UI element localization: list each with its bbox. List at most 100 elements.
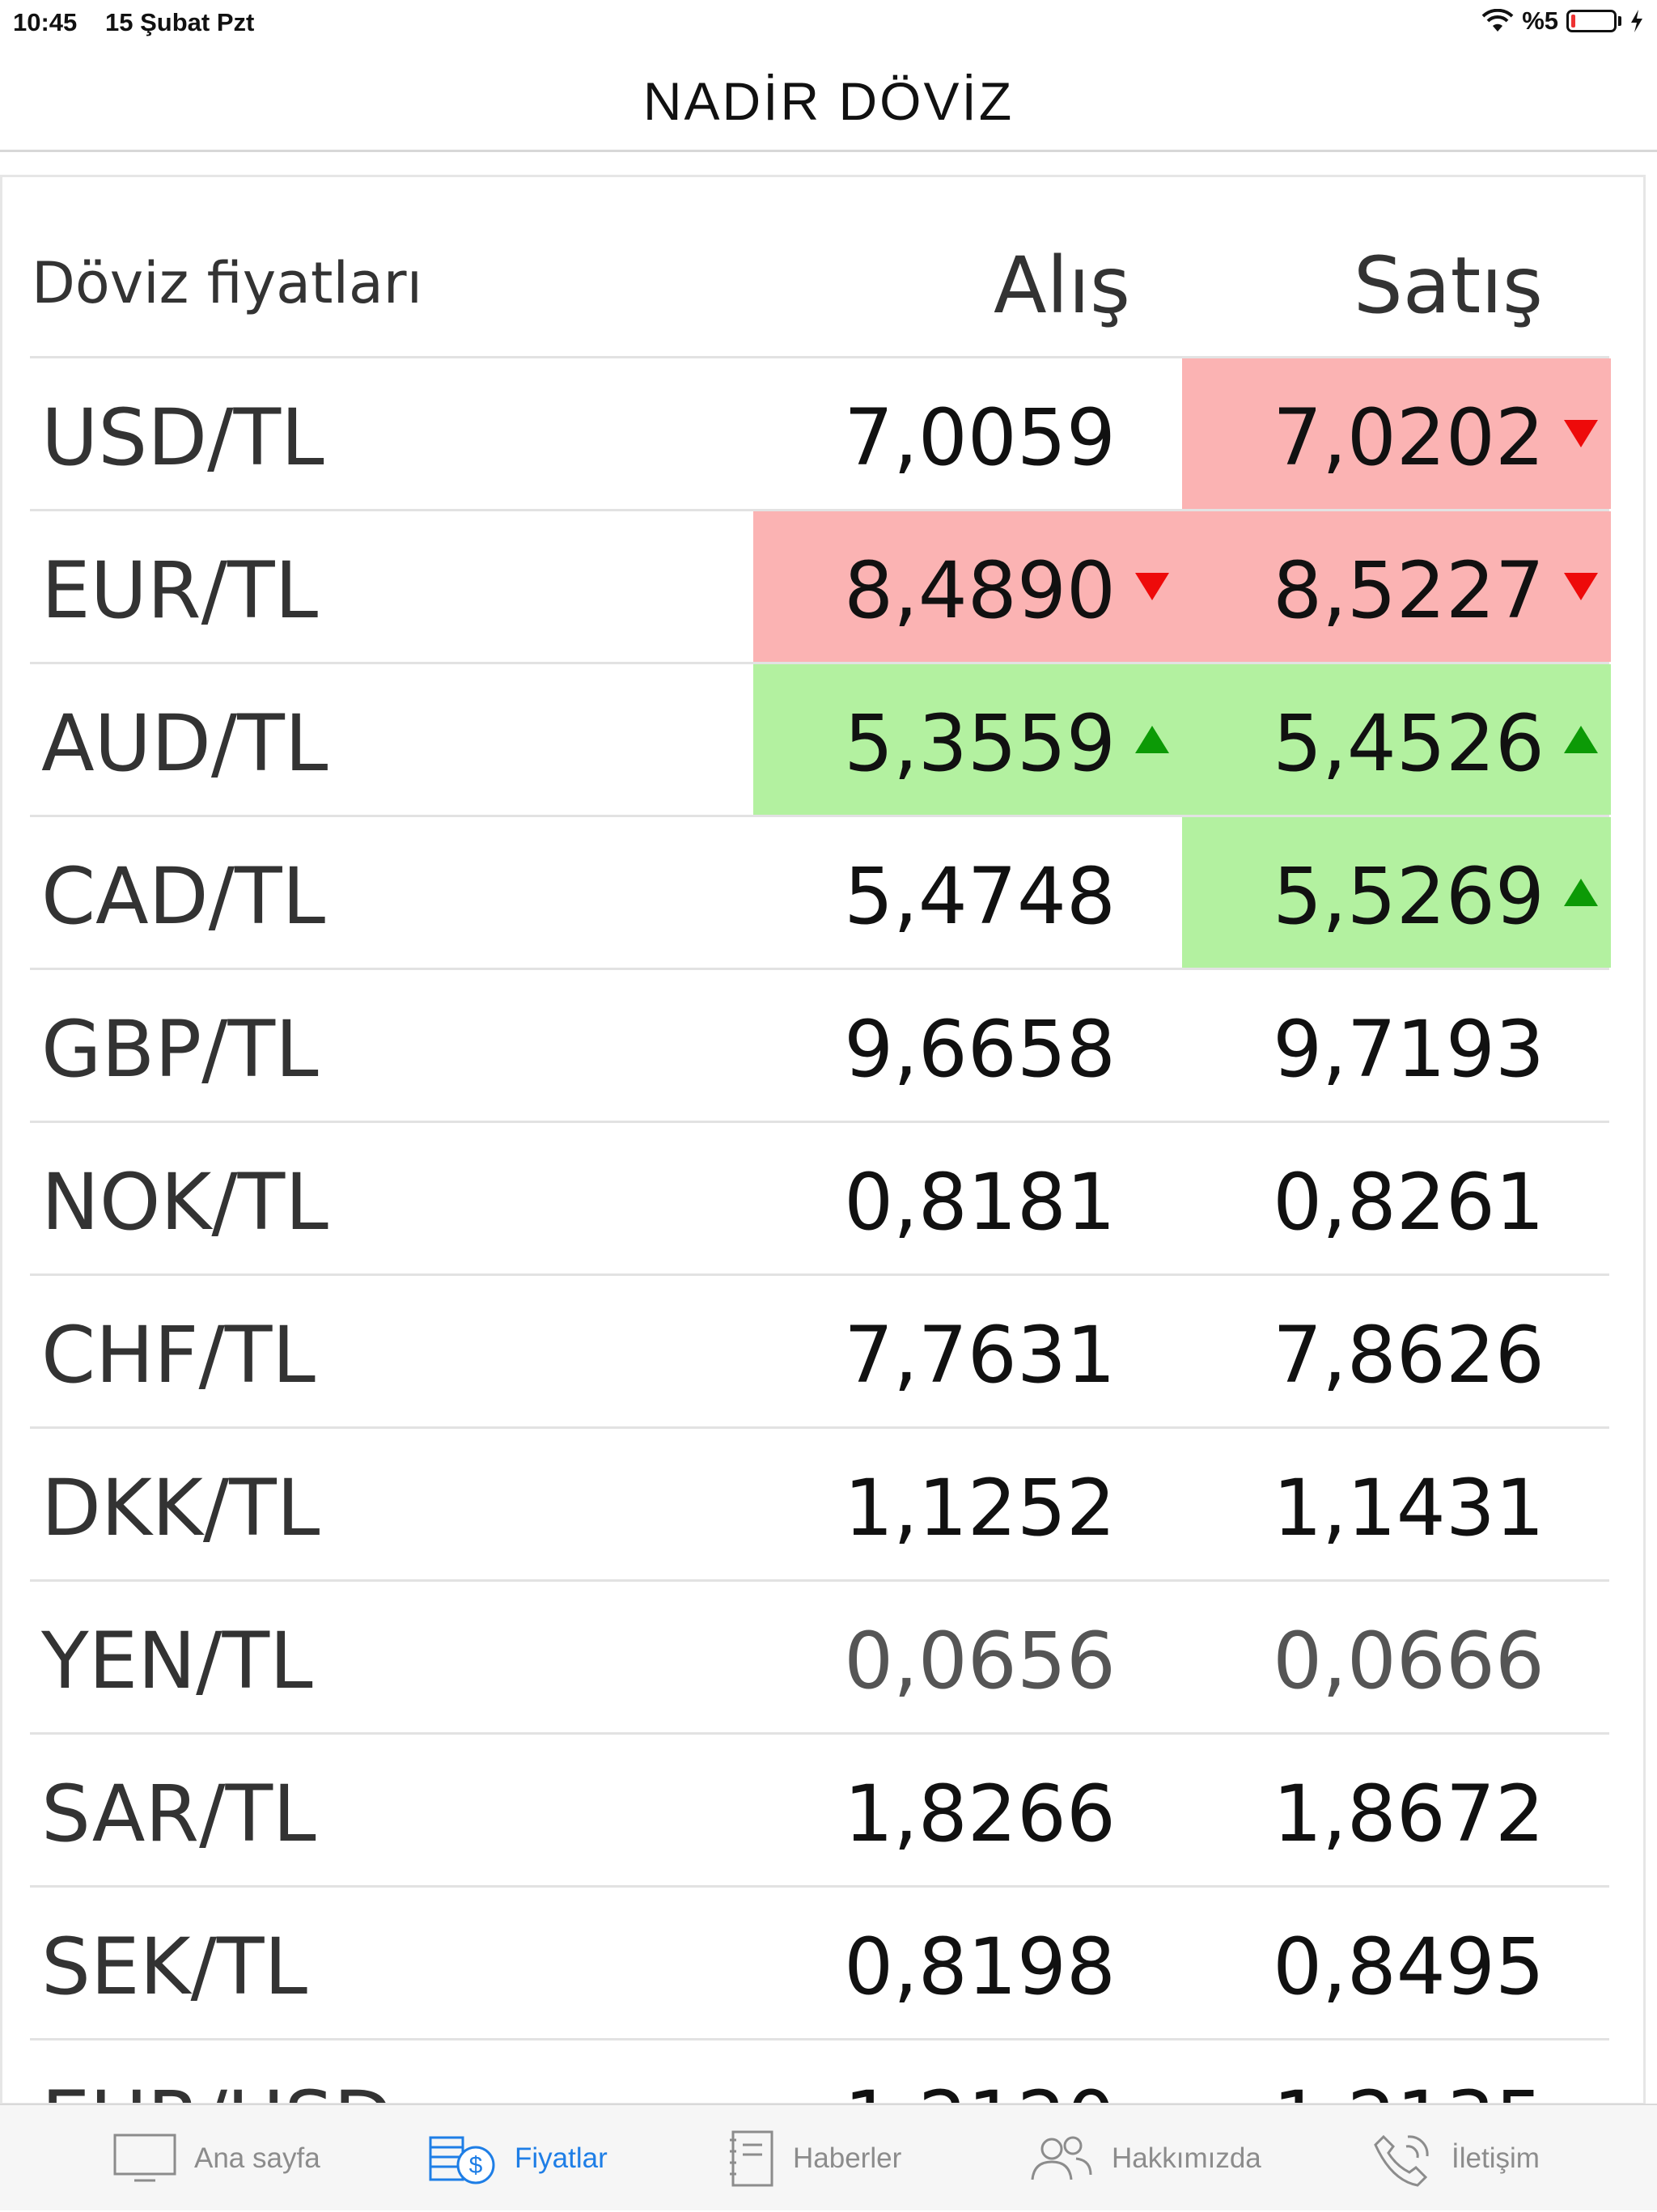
sell-price-cell: 1,2135 xyxy=(1182,2040,1611,2103)
tab-prices[interactable]: $ Fiyatlar xyxy=(429,2105,608,2212)
sell-price: 1,1431 xyxy=(1273,1463,1545,1553)
buy-price-cell: 5,3559 xyxy=(753,664,1182,815)
table-row[interactable]: DKK/TL 1,1252 1,1431 xyxy=(30,1429,1609,1582)
table-row[interactable]: USD/TL 7,0059 7,0202 xyxy=(30,358,1611,511)
currency-pair: EUR/TL xyxy=(41,545,319,636)
table-body: USD/TL 7,0059 7,0202 EUR/TL 8,4890 8,5227 AUD/… xyxy=(30,358,1611,2103)
buy-price: 5,3559 xyxy=(844,698,1116,789)
notebook-icon xyxy=(730,2130,773,2187)
currency-pair: YEN/TL xyxy=(41,1616,313,1706)
buy-price: 7,0059 xyxy=(844,392,1116,483)
buy-price-cell: 8,4890 xyxy=(753,511,1182,662)
table-title: Döviz fiyatları xyxy=(32,250,423,316)
battery-icon xyxy=(1566,10,1617,32)
buy-price-cell: 9,6658 xyxy=(753,970,1182,1121)
sell-price: 5,5269 xyxy=(1273,851,1545,942)
status-right: %5 xyxy=(1481,6,1644,36)
table-row[interactable]: YEN/TL 0,0656 0,0666 xyxy=(30,1582,1609,1735)
phone-icon xyxy=(1374,2134,1429,2187)
sell-price: 1,8672 xyxy=(1273,1769,1545,1859)
up-arrow-icon xyxy=(1564,726,1598,753)
sell-price: 0,8261 xyxy=(1273,1157,1545,1248)
monitor-icon xyxy=(113,2134,176,2182)
currency-pair: SAR/TL xyxy=(41,1769,316,1859)
tab-label: Haberler xyxy=(793,2142,902,2174)
sell-price-cell: 0,8261 xyxy=(1182,1123,1611,1273)
tab-news[interactable]: Haberler xyxy=(730,2105,901,2212)
battery-percent: %5 xyxy=(1522,6,1558,35)
buy-price: 7,7631 xyxy=(844,1310,1116,1401)
buy-price-cell: 1,8266 xyxy=(753,1735,1182,1885)
table-header: Döviz fiyatları Alış Satış xyxy=(30,177,1609,358)
buy-price-cell: 5,4748 xyxy=(753,817,1182,968)
tab-label: Hakkımızda xyxy=(1112,2142,1261,2174)
buy-price: 0,8198 xyxy=(844,1922,1116,2012)
table-row[interactable]: CAD/TL 5,4748 5,5269 xyxy=(30,817,1611,970)
up-arrow-icon xyxy=(1564,879,1598,906)
sell-price: 0,0666 xyxy=(1273,1616,1545,1706)
buy-price: 0,0656 xyxy=(844,1616,1116,1706)
table-row[interactable]: CHF/TL 7,7631 7,8626 xyxy=(30,1276,1609,1429)
buy-price-cell: 0,8198 xyxy=(753,1888,1182,2038)
currency-pair: CHF/TL xyxy=(41,1310,316,1401)
currency-pair: NOK/TL xyxy=(41,1157,328,1248)
brand-logo: NADİR DÖVİZ xyxy=(643,70,1014,132)
buy-price: 9,6658 xyxy=(844,1004,1116,1095)
buy-price-cell: 1,1252 xyxy=(753,1429,1182,1579)
sell-price-cell: 1,1431 xyxy=(1182,1429,1611,1579)
sell-price-cell: 9,7193 xyxy=(1182,970,1611,1121)
buy-price: 1,8266 xyxy=(844,1769,1116,1859)
sell-price: 1,2135 xyxy=(1273,2074,1545,2103)
column-buy: Alış xyxy=(993,240,1130,331)
sell-price: 8,5227 xyxy=(1273,545,1545,636)
buy-price: 5,4748 xyxy=(844,851,1116,942)
currency-pair: CAD/TL xyxy=(41,851,326,942)
status-date: 15 Şubat Pzt xyxy=(105,8,255,36)
buy-price-cell: 7,7631 xyxy=(753,1276,1182,1426)
status-bar: 10:45 15 Şubat Pzt %5 xyxy=(0,0,1657,45)
sell-price: 9,7193 xyxy=(1273,1004,1545,1095)
sell-price: 0,8495 xyxy=(1273,1922,1545,2012)
buy-price-cell: 1,2120 xyxy=(753,2040,1182,2103)
money-icon: $ xyxy=(429,2136,495,2184)
tab-about[interactable]: Hakkımızda xyxy=(1029,2105,1261,2212)
brand-logo-text: NADİR DÖVİZ xyxy=(642,70,1015,131)
table-row[interactable]: EUR/USD 1,2120 1,2135 xyxy=(30,2040,1611,2103)
tab-contact[interactable]: İletişim xyxy=(1372,2105,1540,2212)
down-arrow-icon xyxy=(1135,573,1169,600)
sell-price-cell: 1,8672 xyxy=(1182,1735,1611,1885)
table-row[interactable]: NOK/TL 0,8181 0,8261 xyxy=(30,1123,1609,1276)
buy-price-cell: 0,8181 xyxy=(753,1123,1182,1273)
buy-price-cell: 7,0059 xyxy=(753,358,1182,509)
tab-label: İletişim xyxy=(1451,2142,1540,2174)
buy-price: 8,4890 xyxy=(844,545,1116,636)
app-header: NADİR DÖVİZ xyxy=(0,45,1657,152)
column-sell: Satış xyxy=(1353,240,1543,331)
charging-icon xyxy=(1631,10,1642,32)
currency-pair: GBP/TL xyxy=(41,1004,319,1095)
tab-home[interactable]: Ana sayfa xyxy=(113,2105,320,2212)
buy-price: 1,1252 xyxy=(844,1463,1116,1553)
sell-price: 7,0202 xyxy=(1273,392,1545,483)
currency-pair: SEK/TL xyxy=(41,1922,308,2012)
buy-price: 1,2120 xyxy=(844,2074,1116,2103)
sell-price-cell: 5,5269 xyxy=(1182,817,1611,968)
tab-bar: Ana sayfa $ Fiyatlar Haberler Hakkımızda xyxy=(0,2104,1657,2210)
price-table: Döviz fiyatları Alış Satış USD/TL 7,0059 7… xyxy=(30,177,1611,2103)
table-row[interactable]: SEK/TL 0,8198 0,8495 xyxy=(30,1888,1609,2040)
table-row[interactable]: SAR/TL 1,8266 1,8672 xyxy=(30,1735,1609,1888)
table-row[interactable]: GBP/TL 9,6658 9,7193 xyxy=(30,970,1609,1123)
tab-label: Ana sayfa xyxy=(194,2142,320,2174)
sell-price-cell: 8,5227 xyxy=(1182,511,1611,662)
status-time: 10:45 xyxy=(13,8,78,36)
buy-price-cell: 0,0656 xyxy=(753,1582,1182,1732)
currency-pair: EUR/USD xyxy=(41,2074,393,2103)
table-row[interactable]: AUD/TL 5,3559 5,4526 xyxy=(30,664,1611,817)
sell-price: 5,4526 xyxy=(1273,698,1545,789)
up-arrow-icon xyxy=(1135,726,1169,753)
wifi-icon xyxy=(1481,9,1514,32)
table-row[interactable]: EUR/TL 8,4890 8,5227 xyxy=(30,511,1611,664)
battery-tip xyxy=(1618,16,1621,26)
sell-price-cell: 5,4526 xyxy=(1182,664,1611,815)
tab-label: Fiyatlar xyxy=(515,2142,608,2174)
